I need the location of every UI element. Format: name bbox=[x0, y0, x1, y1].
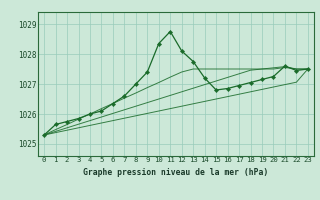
X-axis label: Graphe pression niveau de la mer (hPa): Graphe pression niveau de la mer (hPa) bbox=[84, 168, 268, 177]
